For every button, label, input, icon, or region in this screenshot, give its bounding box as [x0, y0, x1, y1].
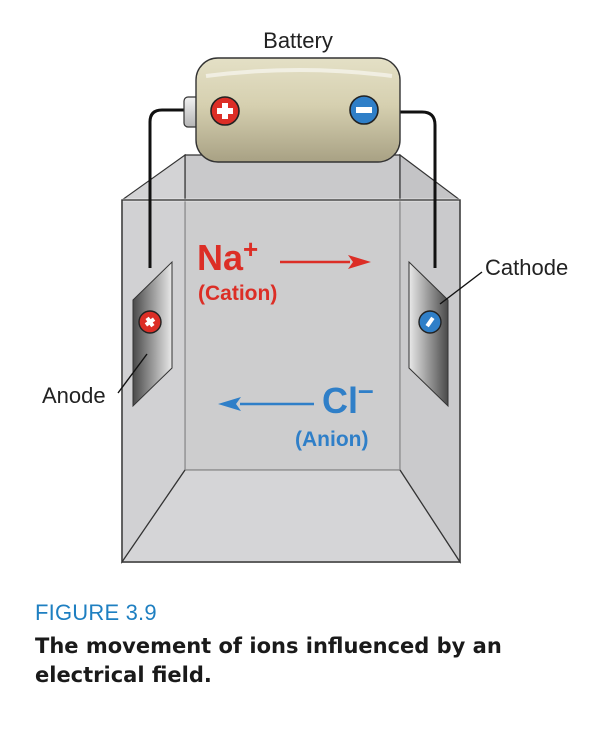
anode-electrode — [132, 260, 173, 408]
anion-arrow-head — [218, 397, 241, 411]
anion-symbol: Cl — [322, 380, 358, 421]
svg-text:Na+: Na+ — [197, 234, 258, 278]
figure-title: The movement of ions influenced by an el… — [35, 634, 502, 687]
cation-name: (Cation) — [198, 282, 277, 305]
anode-label: Anode — [42, 383, 106, 408]
anion: Cl– (Anion) — [218, 374, 374, 451]
cation-arrow-head — [348, 255, 371, 269]
cation-charge: + — [243, 234, 258, 264]
anion-charge: – — [358, 374, 374, 405]
battery-label: Battery — [263, 28, 333, 53]
anion-name: (Anion) — [295, 428, 368, 451]
battery-body — [195, 57, 401, 163]
cathode-label: Cathode — [485, 255, 568, 280]
electrolysis-diagram: Battery Anode Cathode Na+ (Cation) Cl– (… — [42, 28, 568, 565]
tank-solution — [122, 200, 460, 562]
negative-wire — [390, 110, 437, 268]
battery — [183, 57, 401, 163]
positive-wire — [148, 108, 190, 268]
cathode-leader-line — [439, 271, 483, 305]
anode-leader-line — [117, 353, 148, 394]
figure-caption: FIGURE 3.9 The movement of ions influenc… — [35, 600, 575, 690]
figure-number: FIGURE 3.9 — [35, 600, 157, 625]
cation-symbol: Na — [197, 237, 244, 278]
cathode-electrode — [408, 260, 449, 408]
cation: Na+ (Cation) — [197, 234, 371, 305]
svg-text:Cl–: Cl– — [322, 374, 374, 421]
